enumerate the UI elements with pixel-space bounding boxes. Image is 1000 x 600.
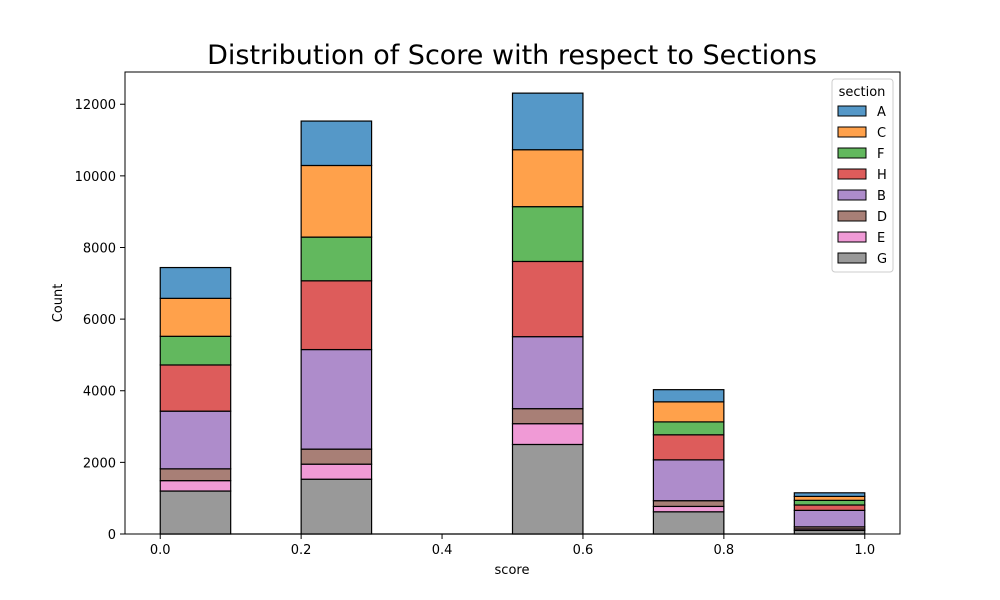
y-tick-label: 4000 bbox=[83, 385, 116, 400]
bar-segment-f-bin-3 bbox=[511, 206, 584, 263]
x-axis-label: score bbox=[495, 563, 530, 578]
bar-segment-g-bin-2 bbox=[300, 478, 373, 535]
legend-label-a: A bbox=[877, 105, 886, 120]
y-tick-label: 2000 bbox=[83, 456, 116, 471]
bar-segment-b-bin-5 bbox=[793, 509, 866, 528]
bar-segment-b-bin-3 bbox=[511, 336, 584, 410]
x-tick-label: 0.2 bbox=[291, 543, 312, 558]
bar-segment-e-bin-3 bbox=[511, 423, 584, 446]
legend-label-d: D bbox=[877, 210, 887, 225]
y-tick-label: 12000 bbox=[75, 98, 116, 113]
legend-label-f: F bbox=[877, 147, 884, 162]
bar-segment-d-bin-4 bbox=[652, 500, 725, 508]
legend-swatch-a bbox=[837, 105, 867, 117]
bar-segment-h-bin-5 bbox=[793, 504, 866, 511]
plot-frame bbox=[124, 71, 901, 535]
bar-segment-h-bin-4 bbox=[652, 434, 725, 461]
legend-swatch-f bbox=[837, 147, 867, 159]
bar-segment-a-bin-3 bbox=[511, 92, 584, 151]
bar-segment-f-bin-4 bbox=[652, 421, 725, 436]
bar-segment-a-bin-1 bbox=[159, 266, 232, 299]
bar-segment-e-bin-4 bbox=[652, 505, 725, 513]
x-tick-label: 0.6 bbox=[573, 543, 594, 558]
x-tick-label: 0.4 bbox=[432, 543, 453, 558]
bar-segment-d-bin-1 bbox=[159, 468, 232, 482]
bar-segment-g-bin-3 bbox=[511, 443, 584, 535]
bar-segment-h-bin-2 bbox=[300, 280, 373, 351]
bar-segment-c-bin-3 bbox=[511, 149, 584, 208]
bar-segment-a-bin-5 bbox=[793, 492, 866, 497]
plot-area bbox=[159, 92, 866, 535]
bar-segment-h-bin-1 bbox=[159, 364, 232, 412]
x-axis: 0.0 0.2 0.4 0.6 0.8 1.0 bbox=[150, 534, 875, 558]
bar-segment-d-bin-2 bbox=[300, 448, 373, 465]
legend-swatch-e bbox=[837, 231, 867, 243]
y-tick-label: 6000 bbox=[83, 313, 116, 328]
legend-swatch-g bbox=[837, 252, 867, 264]
legend-label-c: C bbox=[877, 126, 886, 141]
x-tick-label: 0.8 bbox=[714, 543, 735, 558]
chart-title: Distribution of Score with respect to Se… bbox=[207, 40, 817, 71]
y-tick-label: 10000 bbox=[75, 170, 116, 185]
bar-segment-g-bin-1 bbox=[159, 490, 232, 535]
bar-segment-c-bin-1 bbox=[159, 297, 232, 337]
bar-segment-d-bin-3 bbox=[511, 408, 584, 425]
bar-segment-f-bin-1 bbox=[159, 335, 232, 366]
legend-label-h: H bbox=[877, 168, 887, 183]
bar-segment-h-bin-3 bbox=[511, 260, 584, 338]
bar-segment-c-bin-2 bbox=[300, 164, 373, 238]
bar-segment-c-bin-4 bbox=[652, 401, 725, 423]
y-tick-label: 8000 bbox=[83, 241, 116, 256]
bar-segment-g-bin-4 bbox=[652, 511, 725, 535]
bar-segment-a-bin-2 bbox=[300, 120, 373, 167]
y-tick-label: 0 bbox=[108, 528, 116, 543]
bar-segment-e-bin-2 bbox=[300, 463, 373, 480]
legend-swatch-d bbox=[837, 210, 867, 222]
bar-segment-a-bin-4 bbox=[652, 389, 725, 403]
legend-title: section bbox=[839, 85, 886, 100]
legend-swatch-h bbox=[837, 168, 867, 180]
legend-label-g: G bbox=[877, 252, 887, 267]
bar-segment-b-bin-4 bbox=[652, 459, 725, 502]
legend-label-e: E bbox=[877, 231, 885, 246]
y-axis-label: Count bbox=[51, 284, 66, 323]
legend-swatch-b bbox=[837, 189, 867, 201]
bar-segment-e-bin-1 bbox=[159, 480, 232, 492]
legend-swatch-c bbox=[837, 126, 867, 138]
bar-segment-b-bin-2 bbox=[300, 348, 373, 450]
y-axis: 0 2000 4000 6000 8000 10000 12000 bbox=[75, 98, 125, 543]
bar-segment-f-bin-2 bbox=[300, 236, 373, 282]
legend-label-b: B bbox=[877, 189, 886, 204]
x-tick-label: 1.0 bbox=[854, 543, 875, 558]
bar-segment-f-bin-5 bbox=[793, 499, 866, 506]
x-tick-label: 0.0 bbox=[150, 543, 171, 558]
bar-segment-b-bin-1 bbox=[159, 410, 232, 470]
